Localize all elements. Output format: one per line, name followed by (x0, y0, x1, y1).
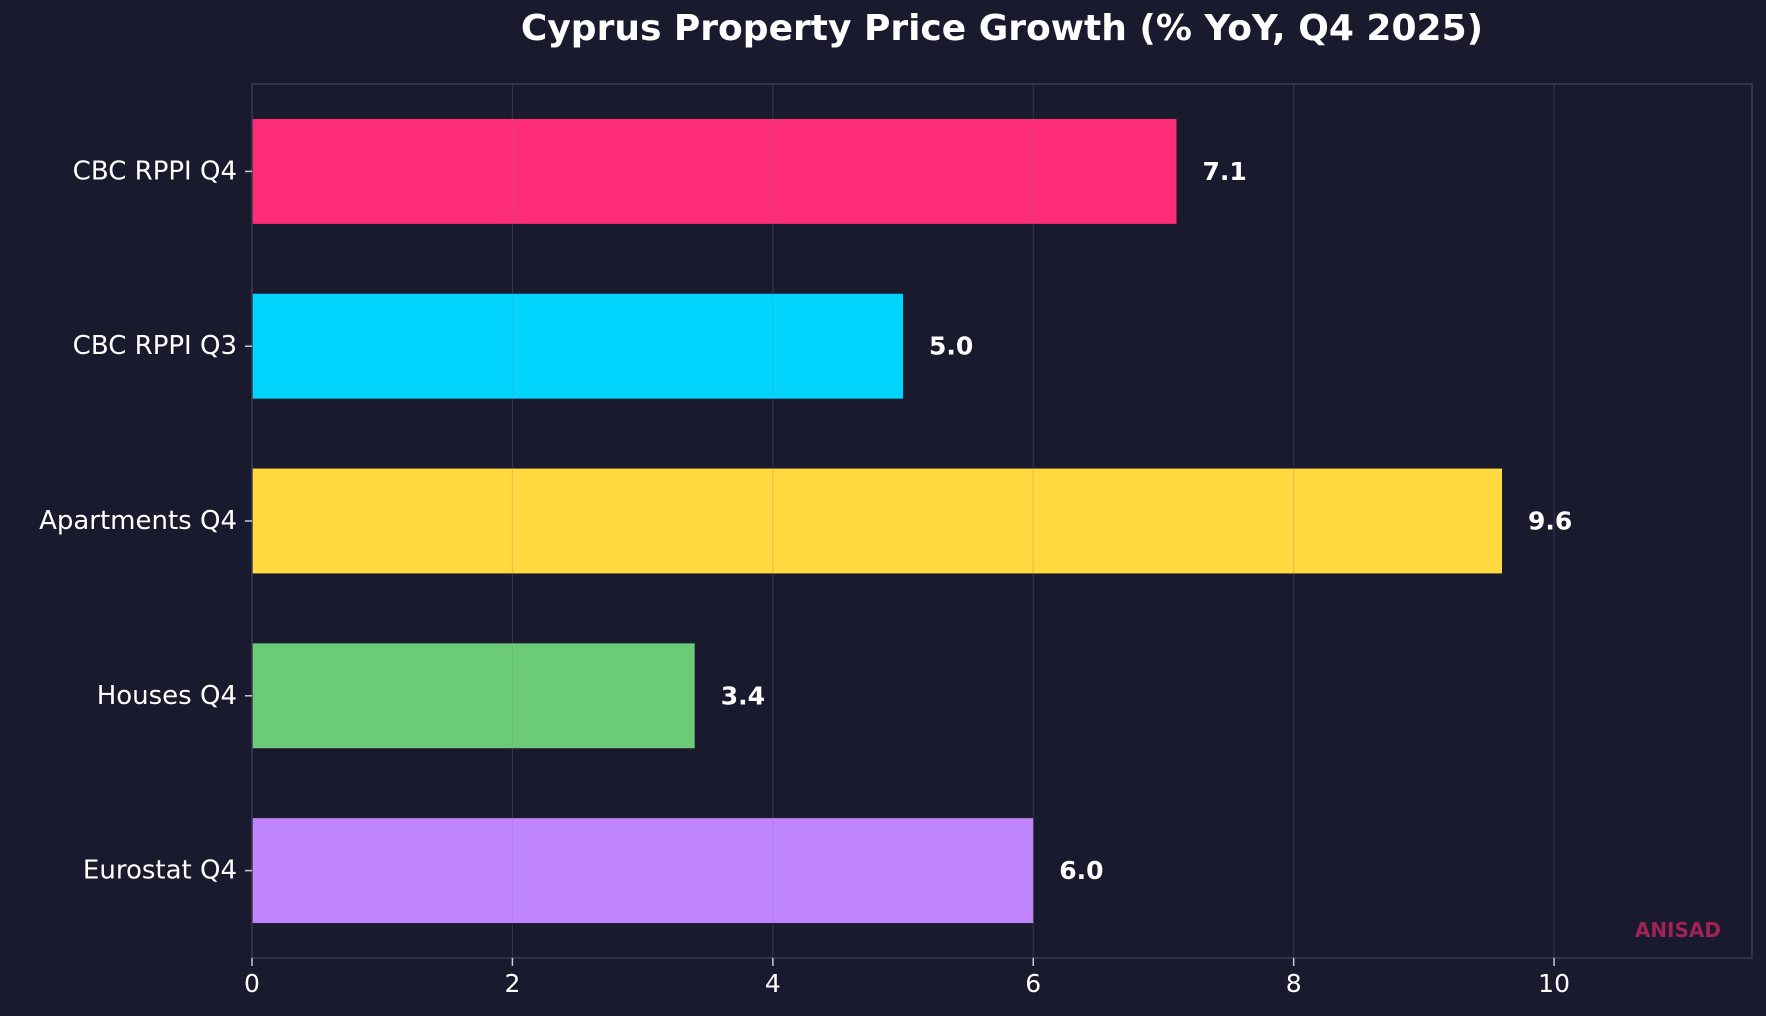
value-label-3: 9.6 (1528, 507, 1572, 536)
x-tick-label-3: 6 (1025, 969, 1041, 998)
x-tick-label-4: 8 (1286, 969, 1302, 998)
y-tick-label-2: CBC RPPI Q3 (73, 331, 237, 361)
x-tick-label-1: 2 (504, 969, 520, 998)
y-tick-label-4: Houses Q4 (97, 681, 237, 711)
value-label-4: 3.4 (721, 681, 765, 710)
value-label-1: 7.1 (1202, 157, 1246, 186)
y-tick-label-5: Eurostat Q4 (83, 856, 237, 886)
bar-4 (252, 643, 695, 749)
bar-3 (252, 468, 1502, 574)
watermark: ANISAD (1635, 918, 1721, 942)
value-label-2: 5.0 (929, 332, 973, 361)
plot-area: CBC RPPI Q4 CBC RPPI Q3 Apartments Q4 House… (39, 83, 1753, 998)
y-tick-label-3: Apartments Q4 (39, 506, 237, 536)
bar-5 (252, 818, 1034, 924)
value-label-5: 6.0 (1059, 856, 1103, 885)
x-tick-label-5: 10 (1538, 969, 1570, 998)
chart-title: Cyprus Property Price Growth (% YoY, Q4 … (521, 8, 1483, 49)
bar-2 (252, 293, 904, 399)
x-tick-label-0: 0 (244, 969, 260, 998)
y-tick-label-1: CBC RPPI Q4 (73, 156, 237, 186)
bar-1 (252, 118, 1177, 224)
x-tick-label-2: 4 (765, 969, 781, 998)
